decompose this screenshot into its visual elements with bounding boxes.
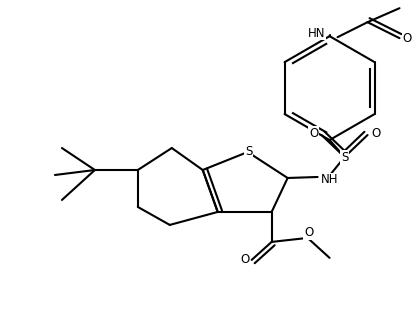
Text: S: S <box>341 150 348 164</box>
Text: O: O <box>309 126 318 139</box>
Text: S: S <box>245 144 253 157</box>
Text: O: O <box>403 32 412 45</box>
Text: O: O <box>371 126 380 139</box>
Text: O: O <box>240 253 249 266</box>
Text: O: O <box>304 226 313 239</box>
Text: HN: HN <box>308 27 325 40</box>
Text: NH: NH <box>321 174 338 187</box>
